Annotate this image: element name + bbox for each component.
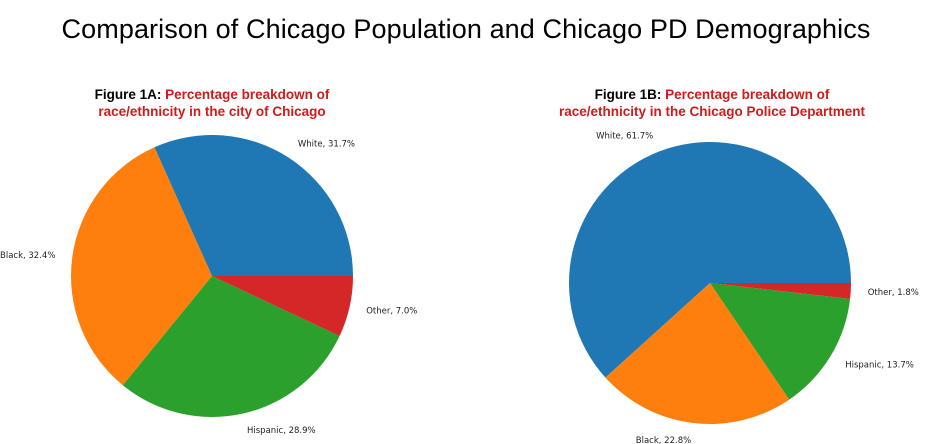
pie-b-slice-hispanic (710, 283, 851, 400)
pie-b-label-hispanic: Hispanic, 13.7% (845, 361, 914, 371)
pie-a-slice-other (212, 276, 353, 337)
pie-a-label-white: White, 31.7% (298, 139, 355, 149)
pie-b-label-white: White, 61.7% (596, 132, 653, 142)
chart-b-title: Figure 1B: Percentage breakdown of race/… (522, 86, 902, 120)
chart-a-title-line2: race/ethnicity in the city of Chicago (98, 104, 326, 119)
pie-b-slice-black (605, 283, 790, 425)
pie-a-label-black: Black, 32.4% (0, 251, 55, 261)
pie-b-slice-other (710, 283, 851, 299)
pie-b-label-black: Black, 22.8% (636, 436, 691, 444)
pie-a-label-hispanic: Hispanic, 28.9% (247, 426, 316, 436)
pie-a-slice-white (154, 134, 353, 276)
pie-b-slice-white (569, 142, 851, 378)
chart-b-figure-label: Figure 1B: (594, 87, 662, 102)
pie-b-label-other: Other, 1.8% (868, 288, 919, 298)
chart-b-title-line1: Percentage breakdown of (665, 87, 830, 102)
chart-a-title-line1: Percentage breakdown of (165, 87, 330, 102)
pie-a-slice-black (71, 147, 213, 386)
main-title: Comparison of Chicago Population and Chi… (61, 14, 871, 44)
chart-b-title-line2: race/ethnicity in the Chicago Police Dep… (558, 104, 866, 119)
chart-a-figure-label: Figure 1A: (94, 87, 162, 102)
chart-a-title: Figure 1A: Percentage breakdown of race/… (42, 86, 382, 120)
pie-a-label-other: Other, 7.0% (366, 307, 417, 317)
pie-a-slice-hispanic (122, 276, 340, 417)
